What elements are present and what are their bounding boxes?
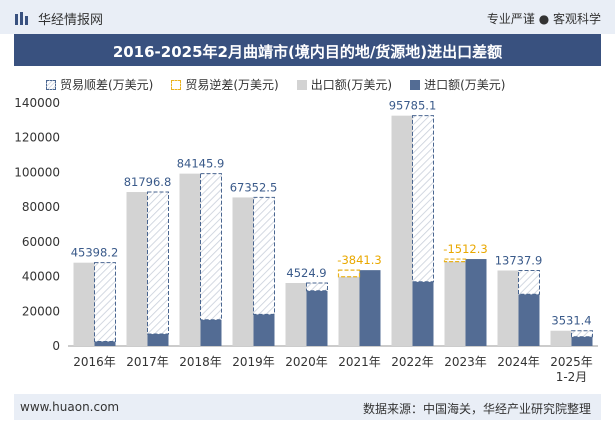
legend-swatch-import — [410, 79, 421, 90]
y-tick-label: 80000 — [22, 200, 60, 214]
x-tick-label: 2018年 — [179, 355, 222, 369]
surplus-box — [518, 269, 540, 295]
x-tick-label: 2025年 — [550, 355, 593, 369]
surplus-box — [571, 330, 593, 338]
legend-swatch-deficit — [171, 79, 182, 90]
legend-item-export: 出口额(万美元) — [296, 76, 393, 93]
huajing-logo-icon — [15, 11, 28, 25]
chart-title: 2016-2025年2月曲靖市(境内目的地/货源地)进出口差额 — [112, 43, 503, 61]
x-tick-label: 2017年 — [126, 355, 169, 369]
surplus-box — [306, 282, 328, 292]
surplus-box — [200, 173, 222, 321]
import-bar — [253, 314, 275, 346]
x-tick-label: 2019年 — [232, 355, 275, 369]
y-tick-label: 20000 — [22, 304, 60, 318]
legend-swatch-surplus — [46, 79, 56, 90]
surplus-box — [94, 262, 116, 342]
legend-label-export: 出口额(万美元) — [310, 78, 393, 92]
balance-data-label: -3841.3 — [337, 253, 381, 267]
title-bar: 2016-2025年2月曲靖市(境内目的地/货源地)进出口差额 — [14, 34, 601, 66]
footer-bar: www.huaon.com 数据来源：中国海关，华经产业研究院整理 — [14, 394, 601, 420]
import-bar — [518, 294, 540, 346]
deficit-box — [443, 258, 467, 263]
y-tick-label: 60000 — [22, 235, 60, 249]
export-bar — [550, 330, 572, 346]
legend-swatch-export — [296, 79, 307, 90]
balance-data-label: 67352.5 — [230, 180, 278, 194]
y-tick-label: 0 — [52, 339, 60, 353]
x-tick-label: 2024年 — [497, 355, 540, 369]
import-bar — [147, 334, 169, 346]
legend-item-deficit: 贸易逆差(万美元) — [171, 76, 279, 93]
balance-data-label: 13737.9 — [495, 253, 543, 267]
deficit-box — [337, 269, 361, 278]
export-bar — [126, 192, 148, 346]
label-group: 45398.2 81796.8 84145.9 67352.5 4524.9 -3841.… — [71, 99, 592, 328]
balance-data-label: 84145.9 — [177, 157, 225, 171]
legend-item-surplus: 贸易顺差(万美元) — [46, 76, 153, 93]
export-bar — [444, 261, 466, 346]
balance-data-label: 4524.9 — [286, 266, 326, 280]
tagline: 专业严谨 ● 客观科学 — [486, 12, 601, 26]
export-bar — [391, 115, 413, 346]
x-tick-label: 2020年 — [285, 355, 328, 369]
x-tick-label: 2016年 — [73, 355, 116, 369]
brand[interactable]: 华经情报网 — [14, 9, 103, 28]
export-bar — [338, 276, 360, 346]
y-tick-label: 100000 — [14, 165, 60, 179]
export-bar — [285, 282, 307, 346]
import-bar — [359, 270, 381, 346]
export-bar — [73, 262, 95, 346]
legend-label-import: 进口额(万美元) — [424, 78, 506, 92]
footer-source: 数据来源：中国海关，华经产业研究院整理 — [362, 402, 591, 416]
surplus-box — [412, 115, 434, 283]
export-bar — [179, 173, 201, 346]
legend-label-surplus: 贸易顺差(万美元) — [60, 78, 154, 92]
export-bar — [497, 270, 519, 346]
import-bar — [412, 281, 434, 346]
surplus-box — [147, 191, 169, 335]
x-tick-label: 1-2月 — [556, 370, 588, 384]
import-bar — [94, 341, 116, 346]
y-tick-label: 120000 — [14, 131, 60, 145]
footer-website[interactable]: www.huaon.com — [20, 400, 120, 414]
balance-data-label: 45398.2 — [71, 246, 119, 260]
balance-data-label: 81796.8 — [124, 175, 172, 189]
legend-item-import: 进口额(万美元) — [410, 76, 506, 93]
x-tick-label: 2022年 — [391, 355, 434, 369]
import-bar — [306, 290, 328, 346]
balance-data-label: 3531.4 — [551, 314, 591, 328]
import-bar — [465, 259, 487, 346]
brand-name: 华经情报网 — [38, 13, 104, 28]
import-bar — [200, 319, 222, 346]
y-tick-label: 140000 — [14, 96, 60, 110]
export-bar — [232, 197, 254, 346]
bar-group — [73, 115, 593, 346]
chart-legend: 贸易顺差(万美元) 贸易逆差(万美元) 出口额(万美元) 进口额(万美元) — [46, 76, 506, 93]
import-bar — [571, 336, 593, 346]
x-tick-label: 2021年 — [338, 355, 381, 369]
y-tick-label: 40000 — [22, 270, 60, 284]
header-bar: 华经情报网 专业严谨 ● 客观科学 — [0, 0, 615, 34]
surplus-box — [253, 196, 275, 315]
x-tick-label: 2023年 — [444, 355, 487, 369]
legend-label-deficit: 贸易逆差(万美元) — [185, 78, 279, 92]
balance-data-label: -1512.3 — [443, 242, 487, 256]
balance-data-label: 95785.1 — [389, 99, 437, 113]
